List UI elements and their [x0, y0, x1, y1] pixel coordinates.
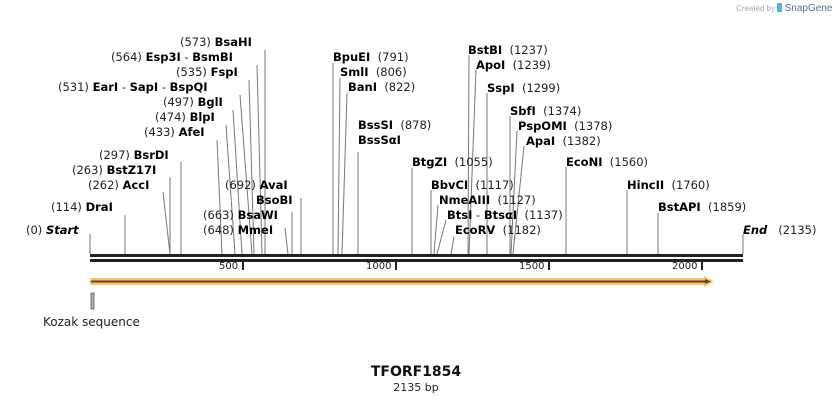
snapgene-credit: Created by SnapGene [736, 3, 832, 14]
site-BsoBI[interactable]: BsoBI [256, 193, 293, 207]
backbone-top [90, 254, 743, 257]
credit-brand: SnapGene [784, 3, 833, 14]
site-BanI[interactable]: BanI (822) [348, 80, 416, 94]
site-HincII[interactable]: HincII (1760) [627, 178, 710, 192]
credit-prefix: Created by [736, 4, 776, 13]
site-BssSaI[interactable]: BssSαI [358, 133, 401, 147]
site-BglI[interactable]: (497) BglI [163, 95, 223, 109]
site-DraI[interactable]: (114) DraI [51, 200, 113, 214]
site-BstZ17I[interactable]: (263) BstZ17I [72, 163, 157, 177]
site-BstAPI[interactable]: BstAPI (1859) [658, 200, 747, 214]
site-Esp3I-BsmBI[interactable]: (564) Esp3I - BsmBI [111, 50, 233, 64]
map-end: End (2135) [743, 223, 817, 237]
site-PspOMI[interactable]: PspOMI (1378) [518, 119, 613, 133]
site-BtsI-BtsaI[interactable]: BtsI - BtsαI (1137) [447, 208, 563, 222]
tick-500: 500 [219, 261, 239, 272]
kozak-feature-bar [90, 292, 95, 310]
sequence-length: 2135 bp [393, 381, 439, 394]
feature-label-kozak[interactable]: Kozak sequence [43, 315, 140, 329]
tick-1500: 1500 [519, 261, 545, 272]
site-BsaWI[interactable]: (663) BsaWI [203, 208, 278, 222]
map-start: (0) Start [26, 223, 79, 237]
backbone-bottom [90, 259, 743, 262]
site-AvaI[interactable]: (692) AvaI [225, 178, 288, 192]
site-AfeI[interactable]: (433) AfeI [144, 125, 205, 139]
site-FspI[interactable]: (535) FspI [176, 65, 238, 79]
site-EarI-SapI-BspQI[interactable]: (531) EarI - SapI - BspQI [58, 80, 208, 94]
site-BtgZI[interactable]: BtgZI (1055) [412, 155, 493, 169]
site-BbvCI[interactable]: BbvCI (1117) [431, 178, 514, 192]
site-ApaI[interactable]: ApaI (1382) [526, 134, 601, 148]
site-MmeI[interactable]: (648) MmeI [203, 223, 274, 237]
site-connectors [89, 50, 744, 255]
site-SbfI[interactable]: SbfI (1374) [510, 104, 582, 118]
orf-arrow [90, 276, 714, 287]
site-EcoNI[interactable]: EcoNI (1560) [566, 155, 649, 169]
site-SmlI[interactable]: SmlI (806) [340, 65, 407, 79]
site-BsaHI[interactable]: (573) BsaHI [180, 35, 252, 49]
site-ApoI[interactable]: ApoI (1239) [476, 58, 551, 72]
site-BsrDI[interactable]: (297) BsrDI [99, 148, 169, 162]
site-SspI[interactable]: SspI (1299) [487, 81, 561, 95]
site-BstBI[interactable]: BstBI (1237) [468, 43, 548, 57]
tick-1000: 1000 [366, 261, 392, 272]
site-BssSI[interactable]: BssSI (878) [358, 118, 432, 132]
site-EcoRV[interactable]: EcoRV (1182) [455, 223, 541, 237]
tick-2000: 2000 [672, 261, 698, 272]
site-NmeAIII[interactable]: NmeAIII (1127) [439, 193, 536, 207]
snapgene-logo-icon [777, 3, 783, 12]
site-BpuEI[interactable]: BpuEI (791) [333, 50, 409, 64]
sequence-title: TFORF1854 [370, 364, 462, 380]
site-AccI[interactable]: (262) AccI [88, 178, 150, 192]
site-BlpI[interactable]: (474) BlpI [155, 110, 215, 124]
